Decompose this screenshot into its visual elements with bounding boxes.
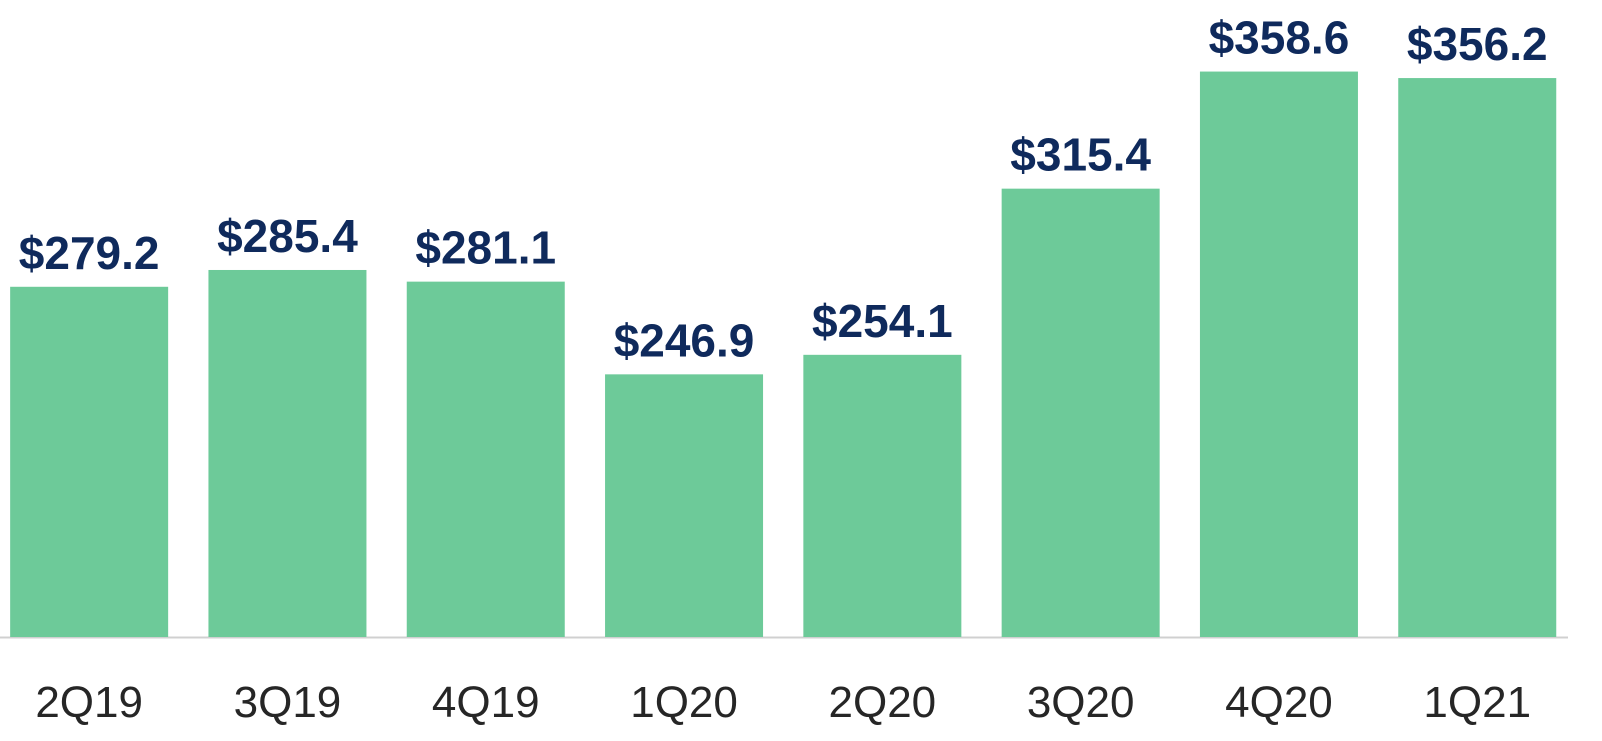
value-label: $279.2 — [19, 227, 160, 279]
value-label: $254.1 — [812, 295, 953, 347]
x-tick-label: 2Q20 — [829, 678, 937, 727]
bar — [406, 281, 565, 637]
value-label: $285.4 — [217, 210, 358, 262]
x-tick-label: 3Q19 — [234, 678, 342, 727]
value-label: $356.2 — [1407, 18, 1548, 70]
bar — [208, 269, 367, 637]
value-label: $358.6 — [1209, 12, 1350, 64]
bar — [803, 354, 962, 637]
bar — [1199, 71, 1358, 637]
bar — [1398, 78, 1557, 637]
bar — [10, 286, 169, 637]
x-tick-label: 1Q20 — [630, 678, 738, 727]
value-label: $315.4 — [1010, 129, 1151, 181]
x-tick-label: 2Q19 — [35, 678, 143, 727]
value-label: $246.9 — [614, 314, 755, 366]
x-tick-label: 4Q20 — [1225, 678, 1333, 727]
bar — [1001, 188, 1160, 637]
x-tick-label: 1Q21 — [1423, 678, 1531, 727]
x-tick-label: 3Q20 — [1027, 678, 1135, 727]
value-label: $281.1 — [415, 222, 556, 274]
x-tick-label: 4Q19 — [432, 678, 540, 727]
bar — [605, 374, 764, 637]
